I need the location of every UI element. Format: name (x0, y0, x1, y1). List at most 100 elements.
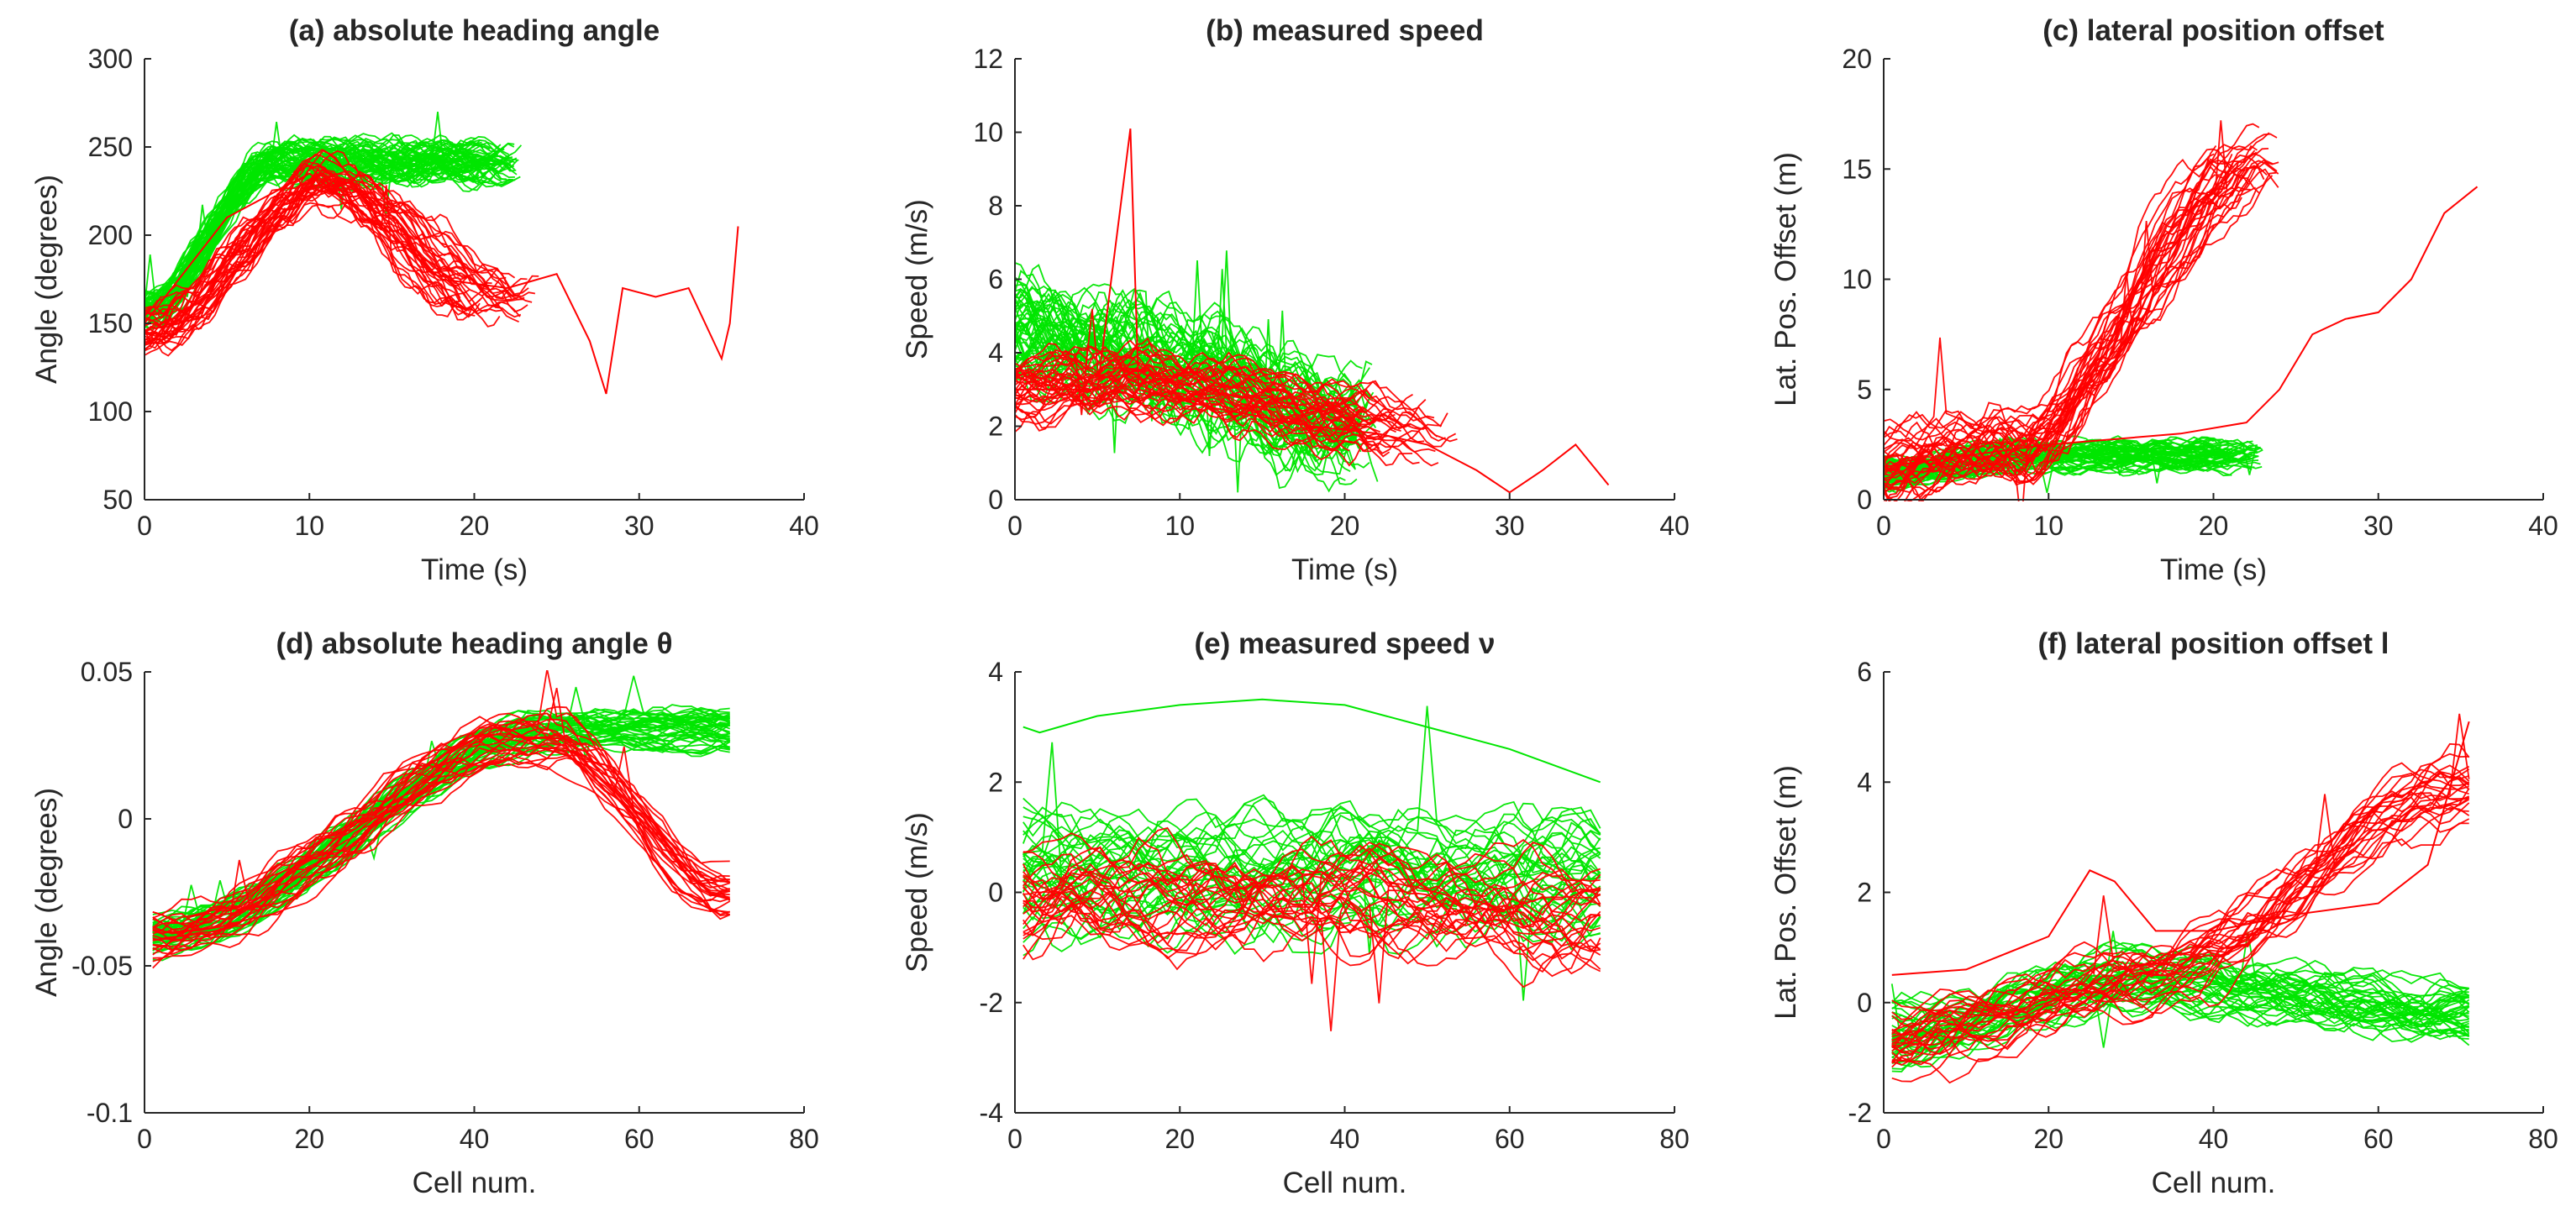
x-tick-label: 0 (1876, 1124, 1891, 1154)
series-red-trace (1023, 874, 1601, 956)
chart-panel-1: 0 10 20 30 40 50 100 150 200 250 300 (a) absolute h… (30, 14, 819, 586)
series-red-trace (152, 736, 730, 940)
chart-title: (e) measured speed ν (1195, 627, 1496, 660)
series-red-trace (1023, 892, 1601, 973)
y-tick-label: 4 (1857, 767, 1872, 797)
series-red-trace (1015, 337, 1363, 409)
series-green-trace (152, 731, 731, 952)
y-tick-label: 2 (988, 767, 1003, 797)
series-red-trace (1891, 777, 2470, 1056)
x-tick-label: 20 (1164, 1124, 1195, 1154)
series-red-trace (1015, 385, 1413, 466)
y-tick-label: -4 (980, 1098, 1003, 1128)
series-red-trace (152, 748, 731, 959)
y-tick-label: 100 (88, 396, 133, 427)
series-red-trace (1885, 173, 2261, 501)
series-red-trace (1884, 153, 2215, 458)
x-tick-label: 60 (1495, 1124, 1525, 1154)
series-red-trace (1884, 144, 2217, 457)
y-tick-label: 0 (1857, 485, 1872, 515)
x-tick-label: 40 (1659, 511, 1690, 541)
x-tick-label: 0 (1007, 511, 1023, 541)
series-red-trace (1022, 826, 1601, 907)
y-tick-label: 8 (988, 191, 1003, 221)
y-tick-label: 6 (1857, 657, 1872, 687)
x-tick-label: 40 (2199, 1124, 2229, 1154)
series-red-trace (1023, 871, 1601, 1004)
series-red-trace (1015, 372, 1391, 458)
y-tick-label: 12 (973, 44, 1003, 74)
x-tick-label: 80 (1659, 1124, 1690, 1154)
x-tick-label: 40 (460, 1124, 490, 1154)
y-tick-label: 150 (88, 308, 133, 338)
series-red-trace (1884, 168, 2279, 493)
x-axis-label: Time (s) (421, 553, 528, 586)
y-tick-label: -0.05 (71, 951, 133, 981)
series-red-trace (1891, 771, 2470, 1046)
series-green-trace (1891, 978, 2469, 1070)
y-tick-label: 0 (988, 878, 1003, 908)
chart-title: (c) lateral position offset (2042, 14, 2384, 47)
x-tick-label: 10 (1164, 511, 1195, 541)
series-red-trace (152, 670, 730, 919)
y-tick-label: 0 (988, 485, 1003, 515)
series-red-long-line (1015, 128, 1610, 494)
plot-area (145, 111, 739, 395)
y-tick-label: 10 (973, 118, 1003, 148)
series-red-trace (152, 742, 730, 941)
series-red-trace (1023, 869, 1601, 947)
y-tick-label: 200 (88, 220, 133, 250)
series-red-long-line (1884, 186, 2479, 468)
series-red-trace (1015, 355, 1424, 431)
y-tick-label: 2 (1857, 878, 1872, 908)
x-tick-label: 40 (789, 511, 819, 541)
series-red-trace (1015, 375, 1446, 442)
series-red-trace (152, 718, 730, 949)
series-red-trace (1884, 148, 2231, 474)
chart-title: (d) absolute heading angle θ (276, 627, 672, 660)
x-tick-label: 0 (1876, 511, 1891, 541)
series-red-hump-line (1891, 721, 2470, 976)
series-red-trace (1015, 345, 1413, 422)
series-red-trace (145, 186, 465, 343)
y-tick-label: 4 (988, 338, 1003, 368)
y-tick-label: 20 (1842, 44, 1872, 74)
series-green-trace (1891, 974, 2470, 1053)
y-axis-label: Lat. Pos. Offset (m) (1769, 152, 1802, 406)
y-tick-label: 0 (1857, 988, 1872, 1018)
series-green-trace (152, 733, 730, 952)
series-green-trace (1891, 987, 2469, 1068)
series-red-trace (152, 726, 730, 934)
y-tick-label: -2 (1848, 1098, 1872, 1128)
series-red-trace (152, 752, 730, 951)
series-green-trace (152, 675, 730, 931)
series-red-trace (1884, 123, 2260, 450)
x-axis-label: Cell num. (1283, 1167, 1407, 1199)
series-green-trace (1891, 976, 2470, 1054)
x-tick-label: 60 (2363, 1124, 2394, 1154)
x-tick-label: 30 (1495, 511, 1525, 541)
series-green-trace (1023, 826, 1601, 911)
series-green-trace (145, 134, 486, 294)
series-green-trace (1884, 456, 2253, 484)
x-tick-label: 20 (2199, 511, 2229, 541)
y-axis-label: Speed (m/s) (901, 199, 933, 359)
y-tick-label: 250 (88, 132, 133, 162)
y-axis-label: Lat. Pos. Offset (m) (1769, 765, 1802, 1020)
series-red-trace (1891, 796, 2470, 1052)
series-red-trace (1015, 345, 1366, 417)
chart-panel-2: 0 10 20 30 40 0 2 4 6 8 10 12 (b) measured speed Time… (901, 14, 1690, 586)
x-axis-label: Cell num. (2152, 1167, 2276, 1199)
series-red-trace (1884, 154, 2260, 475)
chart-panel-5: 0 20 40 60 80 -4 -2 0 2 4 (e) measured speed ν Cell… (901, 627, 1690, 1199)
series-red-trace (1884, 149, 2256, 463)
x-tick-label: 0 (1007, 1124, 1023, 1154)
x-tick-label: 80 (789, 1124, 819, 1154)
plot-area (152, 670, 731, 969)
y-tick-label: 5 (1857, 375, 1872, 405)
series-red-trace (1015, 308, 1401, 432)
series-red-trace (1015, 385, 1420, 464)
series-red-trace (145, 183, 522, 340)
